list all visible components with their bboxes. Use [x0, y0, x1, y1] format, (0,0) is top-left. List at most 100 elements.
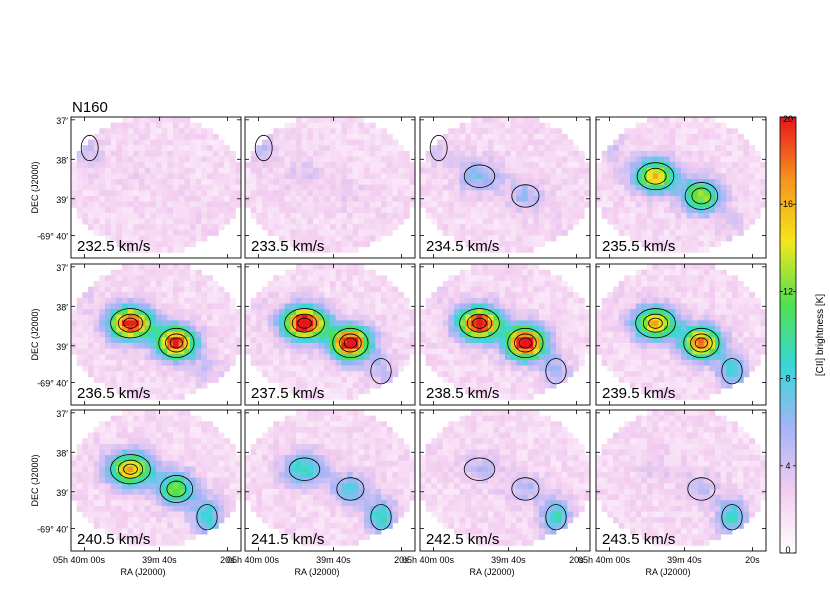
map-pixel [245, 167, 252, 174]
map-pixel [195, 314, 202, 321]
map-pixel [105, 139, 112, 146]
map-pixel [207, 139, 214, 146]
map-pixel [335, 122, 342, 129]
map-pixel [550, 280, 557, 287]
map-pixel [369, 348, 376, 355]
map-pixel [167, 190, 174, 197]
map-pixel [256, 145, 263, 152]
map-pixel [527, 348, 534, 355]
map-pixel [624, 190, 631, 197]
map-pixel [110, 371, 117, 378]
map-pixel [703, 275, 710, 282]
map-pixel [607, 314, 614, 321]
map-pixel [573, 326, 580, 333]
map-pixel [347, 292, 354, 299]
map-pixel [527, 309, 534, 316]
map-pixel [105, 371, 112, 378]
map-pixel [544, 348, 551, 355]
map-pixel [442, 173, 449, 180]
map-pixel [201, 275, 208, 282]
map-pixel [144, 303, 151, 310]
map-pixel [737, 320, 744, 327]
map-pixel [218, 303, 225, 310]
map-pixel [127, 320, 134, 327]
map-pixel [425, 173, 432, 180]
map-pixel [190, 139, 197, 146]
map-pixel [386, 320, 393, 327]
map-pixel [437, 218, 444, 225]
map-pixel [510, 190, 517, 197]
map-pixel [173, 314, 180, 321]
map-pixel [686, 218, 693, 225]
map-pixel [156, 150, 163, 157]
map-pixel [313, 303, 320, 310]
map-pixel [279, 359, 286, 366]
map-pixel [681, 309, 688, 316]
map-pixel [732, 162, 739, 169]
map-pixel [715, 326, 722, 333]
map-pixel [156, 122, 163, 129]
map-pixel [212, 218, 219, 225]
map-pixel [201, 303, 208, 310]
map-pixel [471, 348, 478, 355]
map-pixel [437, 371, 444, 378]
map-pixel [448, 309, 455, 316]
map-pixel [465, 162, 472, 169]
map-pixel [539, 156, 546, 163]
map-pixel [760, 326, 767, 333]
map-pixel [122, 269, 129, 276]
map-pixel [664, 275, 671, 282]
map-pixel [195, 382, 202, 389]
map-pixel [533, 224, 540, 231]
map-pixel [161, 173, 168, 180]
map-pixel [161, 393, 168, 400]
map-pixel [150, 128, 157, 135]
map-pixel [318, 388, 325, 395]
map-pixel [173, 264, 180, 271]
map-pixel [709, 337, 716, 344]
map-pixel [630, 139, 637, 146]
map-pixel [409, 320, 416, 327]
map-pixel [618, 331, 625, 338]
map-pixel [330, 184, 337, 191]
map-pixel [681, 212, 688, 219]
map-pixel [127, 246, 134, 253]
map-pixel [139, 297, 146, 304]
map-pixel [262, 156, 269, 163]
map-pixel [505, 195, 512, 202]
map-pixel [749, 201, 756, 208]
map-pixel [88, 371, 95, 378]
map-pixel [250, 207, 257, 214]
map-pixel [324, 388, 331, 395]
map-pixel [290, 150, 297, 157]
map-pixel [324, 190, 331, 197]
map-pixel [105, 229, 112, 236]
map-pixel [647, 269, 654, 276]
map-pixel [224, 190, 231, 197]
map-pixel [658, 393, 665, 400]
map-pixel [369, 184, 376, 191]
map-pixel [641, 195, 648, 202]
velocity-label: 238.5 km/s [426, 385, 499, 402]
map-pixel [358, 167, 365, 174]
map-pixel [516, 309, 523, 316]
map-pixel [273, 150, 280, 157]
map-pixel [561, 156, 568, 163]
map-pixel [184, 229, 191, 236]
map-pixel [212, 292, 219, 299]
map-pixel [743, 145, 750, 152]
map-pixel [596, 337, 603, 344]
map-pixel [398, 303, 405, 310]
map-pixel [567, 297, 574, 304]
map-pixel [88, 292, 95, 299]
map-pixel [635, 280, 642, 287]
map-pixel [550, 371, 557, 378]
map-pixel [110, 156, 117, 163]
map-pixel [156, 326, 163, 333]
map-pixel [675, 162, 682, 169]
map-pixel [256, 303, 263, 310]
map-pixel [224, 314, 231, 321]
map-pixel [307, 128, 314, 135]
map-pixel [156, 348, 163, 355]
map-pixel [284, 162, 291, 169]
